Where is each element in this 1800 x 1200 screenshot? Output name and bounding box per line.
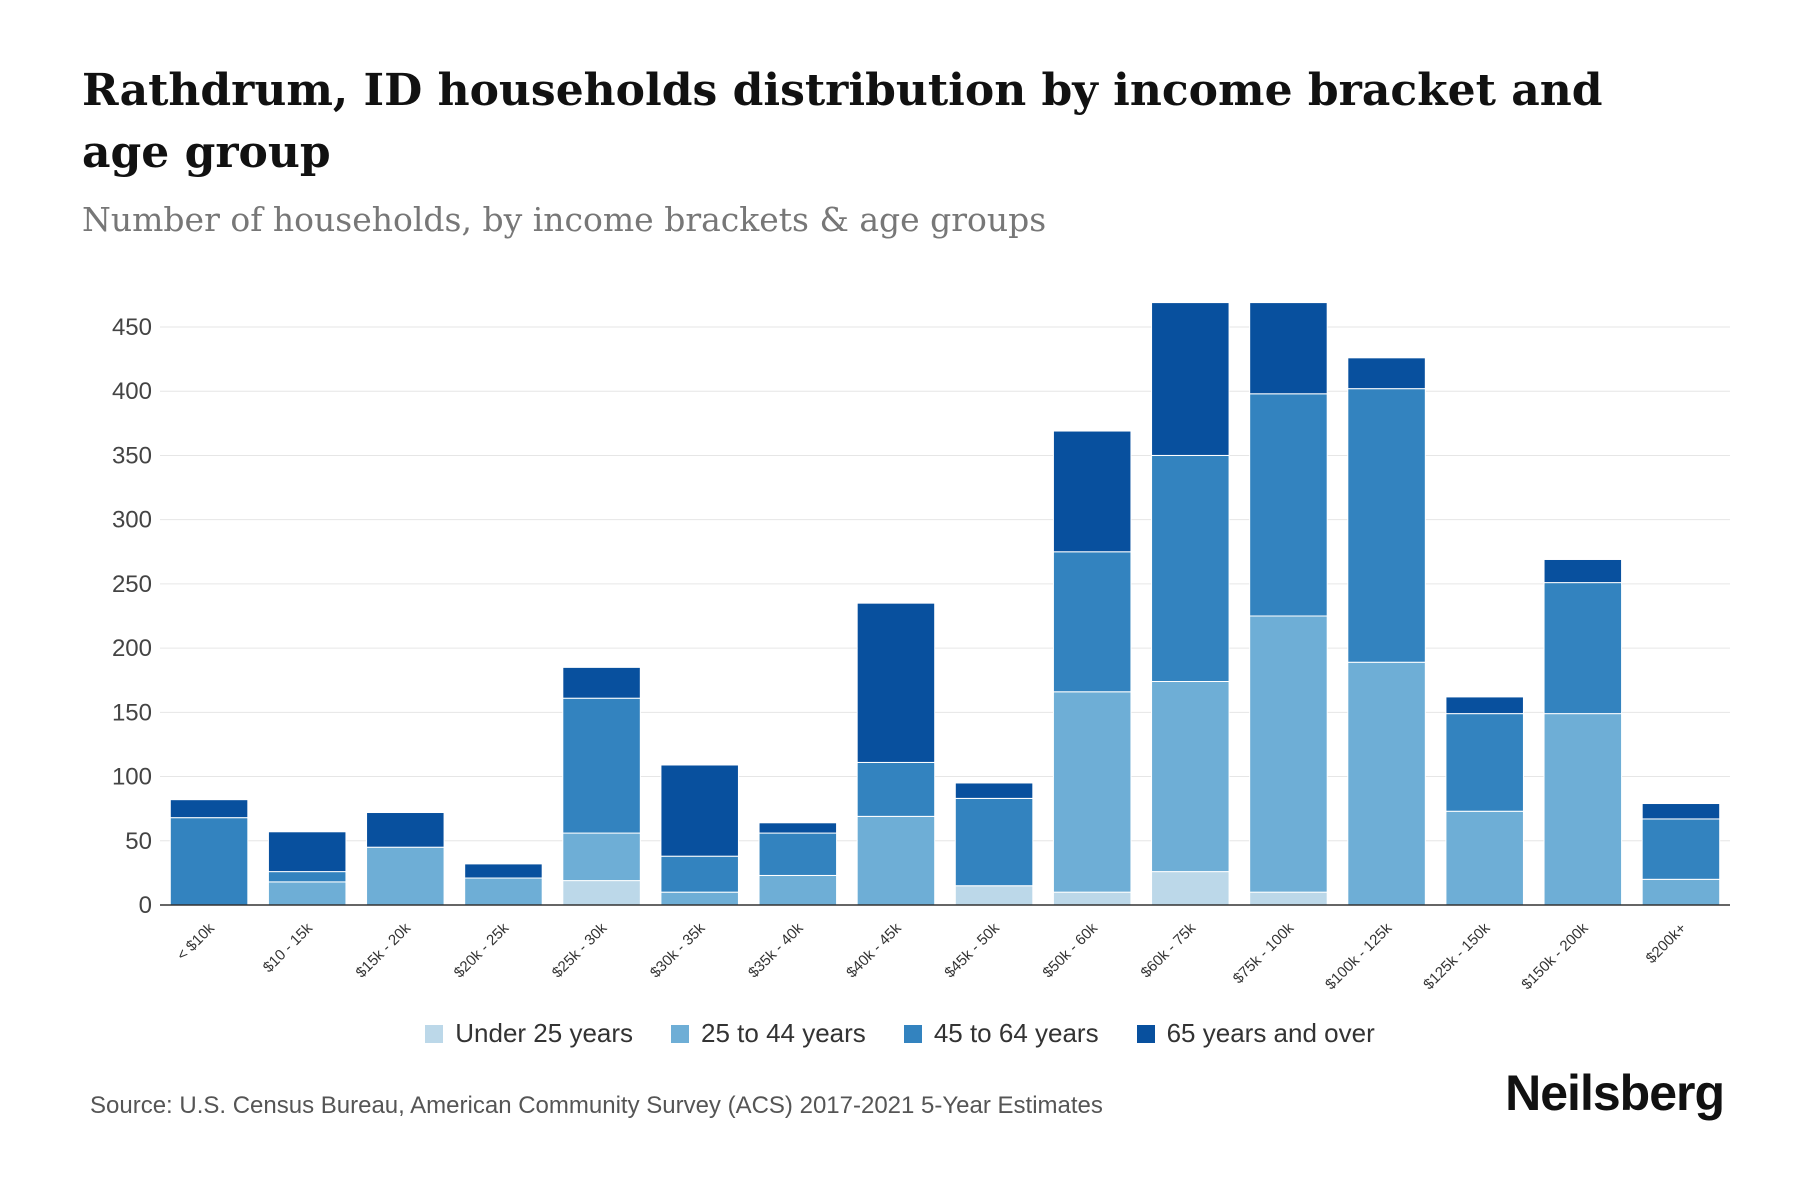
bar-segment [1249,891,1328,906]
bar-segment [366,846,445,906]
chart-title: Rathdrum, ID households distribution by … [82,65,1603,178]
x-tick-label: $150k - 200k [1518,919,1592,993]
x-tick-label: $10 - 15k [260,919,317,976]
legend-item: 65 years and over [1136,1018,1375,1049]
bar-segment [562,666,641,699]
bar-segment [1052,430,1132,553]
brand-logo: Neilsberg [1505,1065,1725,1121]
chart-subtitle: Number of households, by income brackets… [82,200,1047,239]
bar-segment [1249,393,1328,617]
legend-item: 25 to 44 years [671,1018,866,1049]
x-tick-label: $40k - 45k [843,919,905,981]
stacked-bar-chart: 0 50 100 150 200 250 300 350 400 450 < $10k $10 - … [112,302,1730,993]
bar-segment [758,874,838,906]
bar-segment [1543,558,1623,584]
bar-segment [562,880,641,906]
y-tick-label: 150 [112,699,152,726]
bar-segment [464,877,543,906]
y-tick-label: 300 [112,507,152,534]
bar-segment [1151,871,1230,906]
x-tick-label: $20k - 25k [451,919,513,981]
bar-segment [1445,713,1524,812]
bar-segment [464,863,543,879]
bar-segment [1347,357,1426,390]
bar-segment [954,782,1034,799]
x-tick-label: $45k - 50k [941,919,1003,981]
bar-segment [267,871,347,883]
bar-segment [1347,388,1426,663]
bar-segment [1543,582,1623,715]
bar-segment [954,797,1034,887]
bar-segment [1052,891,1132,906]
bar-segment [1641,878,1721,906]
source-note: Source: U.S. Census Bureau, American Com… [90,1092,1103,1119]
x-tick-label: $25k - 30k [549,919,611,981]
bar-segment [660,891,739,906]
bar-segment [267,831,347,873]
y-tick-label: 200 [112,635,152,662]
y-tick-label: 350 [112,442,152,469]
legend-swatch [671,1024,690,1043]
y-tick-label: 0 [139,892,152,919]
bar-segment [954,885,1034,906]
bar-segment [1347,661,1426,906]
bar-segment [1151,681,1230,873]
bar-segment [1249,615,1328,893]
bar-segment [758,822,838,834]
bars [169,302,1721,906]
legend-label: 45 to 64 years [933,1018,1099,1048]
y-tick-label: 450 [112,314,152,341]
x-tick-label: $15k - 20k [353,919,415,981]
y-tick-label: 50 [125,828,152,855]
bar-segment [1543,713,1623,906]
legend-label: 65 years and over [1166,1018,1375,1048]
legend-swatch [903,1024,922,1043]
legend-label: Under 25 years [455,1018,634,1048]
bar-segment [1641,818,1721,880]
x-tick-label: $200k+ [1643,920,1690,967]
x-tick-label: $75k - 100k [1230,919,1298,987]
bar-segment [169,799,249,819]
bar-segment [1052,551,1132,693]
y-tick-label: 400 [112,378,152,405]
x-tick-label: $125k - 150k [1420,919,1494,993]
x-tick-label: < $10k [174,919,219,964]
y-tick-label: 100 [112,764,152,791]
bar-segment [1151,302,1230,456]
x-axis-labels: < $10k $10 - 15k $15k - 20k $20k - 25k $25k … [174,919,1690,993]
x-tick-label: $35k - 40k [745,919,807,981]
bar-segment [1052,691,1132,893]
legend-item: Under 25 years [425,1018,633,1049]
x-tick-label: $100k - 125k [1322,919,1396,993]
bar-segment [660,764,739,857]
bar-segment [1249,302,1328,395]
legend-label: 25 to 44 years [701,1018,866,1048]
bar-segment [1151,454,1230,683]
bar-segment [562,832,641,882]
bar-segment [267,881,347,906]
y-tick-label: 250 [112,571,152,598]
bar-segment [856,815,936,906]
bar-segment [758,832,838,876]
bar-segment [366,812,445,848]
x-tick-label: $60k - 75k [1138,919,1200,981]
bar-segment [562,697,641,834]
legend-swatch [1136,1024,1155,1043]
x-tick-label: $50k - 60k [1039,919,1101,981]
legend-item: 45 to 64 years [903,1018,1099,1049]
legend-swatch [425,1024,444,1043]
x-tick-label: $30k - 35k [647,919,709,981]
bar-segment [1445,810,1524,906]
bar-segment [856,602,936,763]
legend: Under 25 years 25 to 44 years 45 to 64 yea… [0,1018,1800,1049]
bar-segment [856,761,936,817]
bar-segment [660,855,739,893]
y-axis-ticks: 0 50 100 150 200 250 300 350 400 450 [112,314,152,919]
bar-segment [169,817,249,906]
bar-segment [1445,696,1524,715]
bar-segment [1641,803,1721,820]
